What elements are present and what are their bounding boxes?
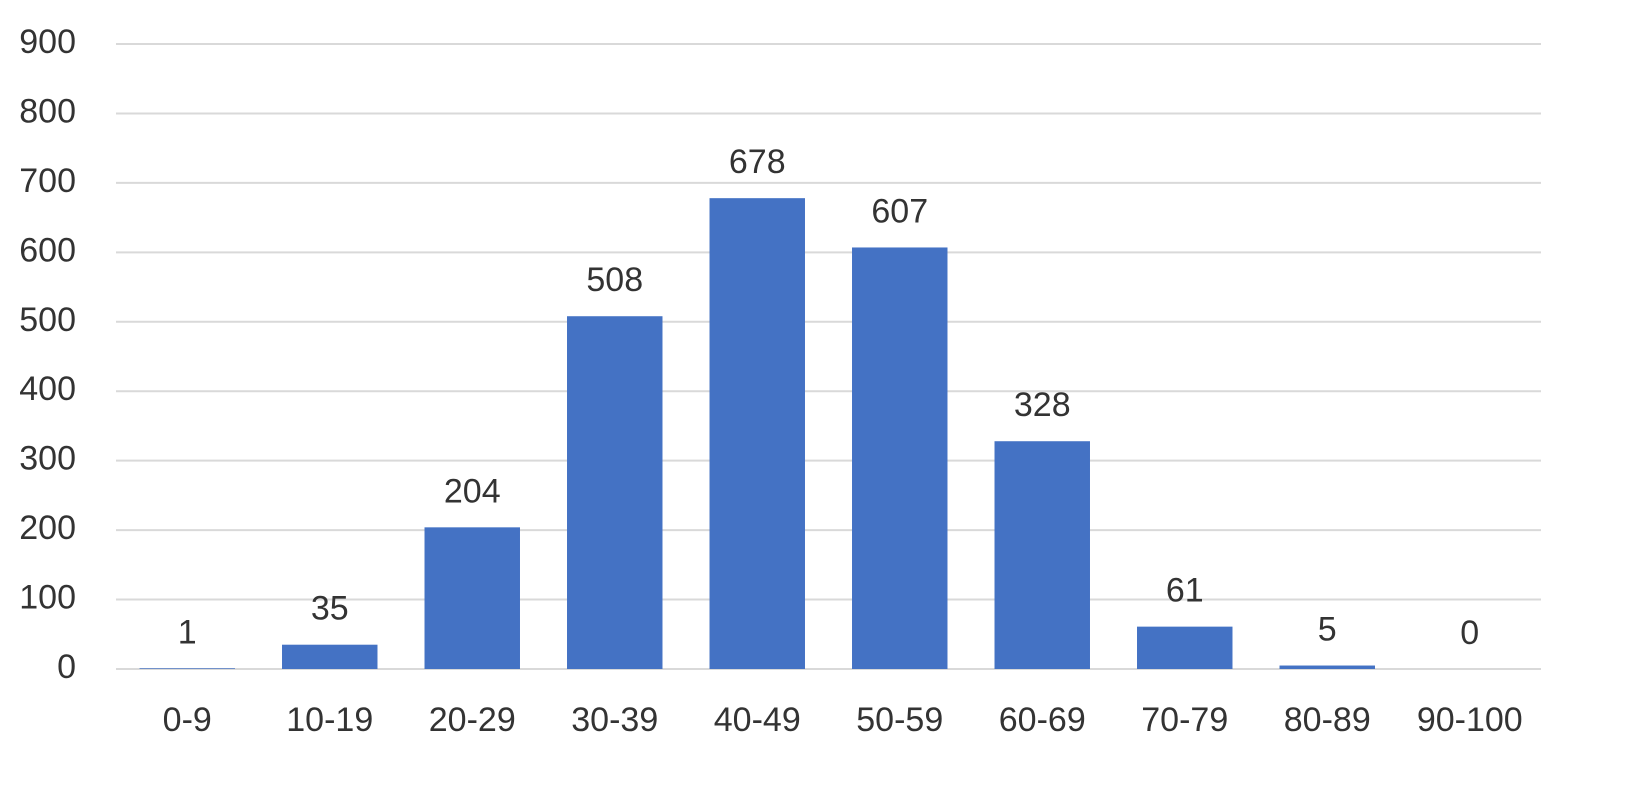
bar [139,668,235,669]
y-tick-label: 700 [19,162,76,200]
bar [567,316,663,669]
y-tick-label: 100 [19,579,76,617]
y-tick-label: 800 [19,92,76,130]
x-tick-label: 30-39 [571,701,658,739]
bar [1137,626,1233,669]
x-tick-label: 80-89 [1284,701,1371,739]
y-tick-label: 400 [19,370,76,408]
y-tick-label: 0 [57,648,76,686]
bar [852,247,948,669]
bar [282,644,378,669]
x-tick-label: 10-19 [286,701,373,739]
x-tick-label: 90-100 [1417,701,1523,739]
x-tick-label: 20-29 [429,701,516,739]
y-tick-label: 900 [19,23,76,61]
y-tick-label: 600 [19,231,76,269]
data-label: 61 [1166,572,1204,610]
data-label: 508 [586,261,643,299]
bar [994,441,1090,669]
data-label: 0 [1460,614,1479,652]
x-tick-label: 0-9 [163,701,212,739]
y-tick-label: 200 [19,509,76,547]
data-label: 1 [178,613,197,651]
y-tick-label: 300 [19,440,76,478]
data-label: 328 [1014,386,1071,424]
data-label: 204 [444,472,501,510]
x-tick-label: 70-79 [1141,701,1228,739]
bar [1279,665,1375,669]
data-label: 678 [729,143,786,181]
x-tick-label: 50-59 [856,701,943,739]
data-label: 607 [871,192,928,230]
x-tick-label: 60-69 [999,701,1086,739]
data-label: 35 [311,590,349,628]
data-label: 5 [1318,611,1337,649]
bar [424,527,520,669]
bar [709,198,805,669]
y-tick-label: 500 [19,301,76,339]
x-tick-label: 40-49 [714,701,801,739]
